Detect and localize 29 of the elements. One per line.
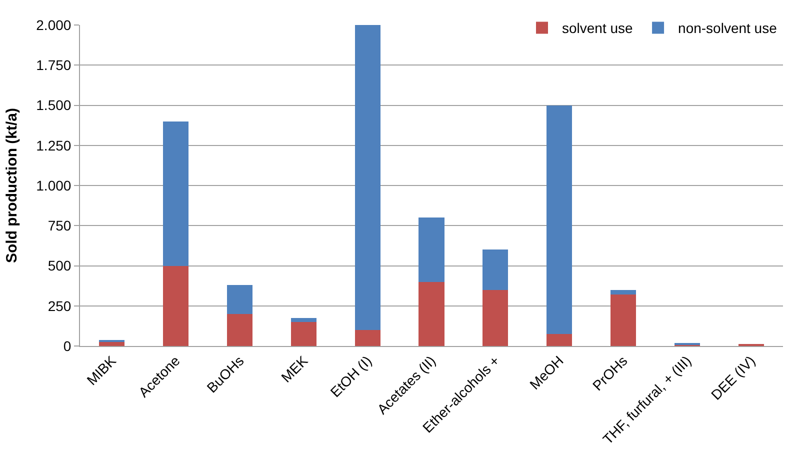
bar <box>546 105 572 334</box>
y-tick-label: 0 <box>63 338 72 354</box>
bar <box>163 266 189 346</box>
bar <box>290 322 316 346</box>
y-axis-title: Sold production (kt/a) <box>3 108 20 263</box>
bar <box>290 318 316 322</box>
y-tick-label: 750 <box>48 218 72 234</box>
y-tick-label: 1.250 <box>36 137 72 154</box>
y-tick-label: 1.500 <box>36 97 72 114</box>
bar <box>482 250 508 290</box>
bar <box>163 121 189 266</box>
bar <box>99 342 125 346</box>
legend-label: non-solvent use <box>678 20 778 36</box>
y-tick-label: 2.000 <box>36 16 72 33</box>
legend-label: solvent use <box>562 20 634 36</box>
bar <box>610 294 636 346</box>
bar <box>482 290 508 346</box>
y-tick-label: 500 <box>48 258 72 274</box>
bar <box>226 314 253 346</box>
bar <box>418 218 444 282</box>
bar <box>354 330 380 346</box>
bar <box>610 290 636 295</box>
y-tick-label: 250 <box>48 298 72 314</box>
bar <box>354 25 380 330</box>
bar <box>418 282 444 346</box>
y-tick-label: 1.000 <box>36 177 72 194</box>
y-tick-label: 1.750 <box>36 57 72 74</box>
bar <box>546 334 572 346</box>
bar <box>226 285 253 314</box>
